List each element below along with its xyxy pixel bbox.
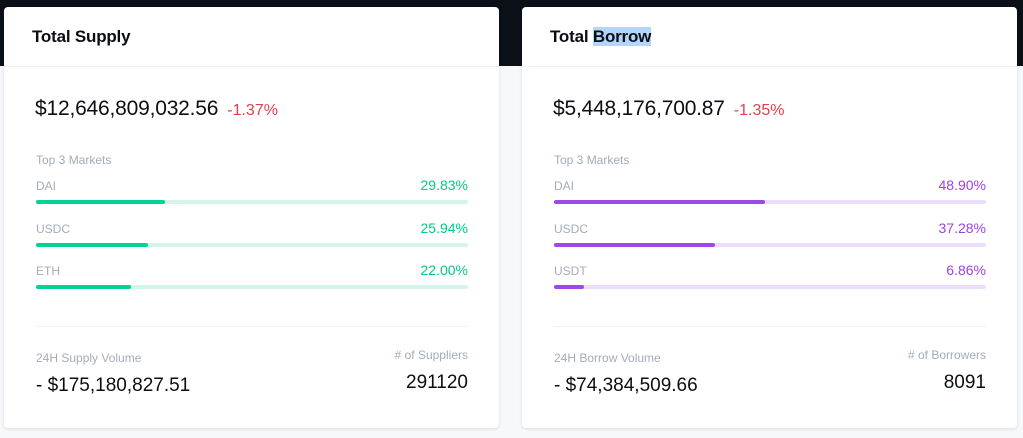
market-bar-fill [36,243,149,247]
market-percent: 29.83% [420,177,468,193]
market-bar-track [554,243,986,247]
market-bar-track [36,200,468,204]
total-supply-change: -1.37% [227,102,278,119]
market-item-dai[interactable]: DAI 48.90% [554,175,986,204]
suppliers-count-label: # of Suppliers [394,348,468,362]
card-title-selected-text: Borrow [592,26,652,46]
suppliers-count-value: 291120 [406,372,468,393]
borrowers-count-value: 8091 [943,372,986,393]
total-borrow-change: -1.35% [733,102,785,119]
card-header: Total Supply [4,7,499,67]
market-name: DAI [554,179,575,193]
market-name: USDC [554,222,589,236]
market-bar-fill [554,200,766,204]
top-markets-heading: Top 3 Markets [36,153,112,167]
volume-value: - $175,180,827.51 [36,375,191,396]
borrowers-count-label: # of Borrowers [907,348,986,362]
market-name: ETH [36,264,60,278]
total-row: $5,448,176,700.87 -1.35% [553,97,784,121]
section-divider [36,326,468,327]
volume-label: 24H Borrow Volume [554,351,661,365]
total-supply-card: Total Supply $12,646,809,032.56 -1.37% T… [4,7,499,428]
market-name: USDT [554,264,587,278]
market-bar-track [36,243,468,247]
market-percent: 6.86% [946,262,986,278]
market-bar-track [554,285,986,289]
top-markets-heading: Top 3 Markets [554,153,630,167]
total-row: $12,646,809,032.56 -1.37% [35,97,278,121]
market-item-dai[interactable]: DAI 29.83% [36,175,468,204]
total-supply-value: $12,646,809,032.56 [35,97,219,120]
card-title: Total Borrow [550,26,652,47]
market-item-usdc[interactable]: USDC 37.28% [554,218,986,247]
market-bar-track [554,200,986,204]
market-name: DAI [36,179,57,193]
market-bar-track [36,285,468,289]
volume-label: 24H Supply Volume [36,351,142,365]
market-item-usdc[interactable]: USDC 25.94% [36,218,468,247]
market-bar-fill [554,243,716,247]
market-item-usdt[interactable]: USDT 6.86% [554,260,986,289]
market-percent: 22.00% [420,262,468,278]
card-title-prefix: Total [550,26,593,46]
card-title: Total Supply [32,26,131,46]
total-borrow-value: $5,448,176,700.87 [553,97,725,120]
market-percent: 48.90% [938,177,986,193]
market-bar-fill [36,200,165,204]
market-bar-fill [554,285,584,289]
market-name: USDC [36,222,71,236]
market-percent: 25.94% [420,220,468,236]
total-borrow-card: Total Borrow $5,448,176,700.87 -1.35% To… [522,7,1017,428]
market-item-eth[interactable]: ETH 22.00% [36,260,468,289]
market-percent: 37.28% [938,220,986,236]
section-divider [554,326,986,327]
volume-value: - $74,384,509.66 [554,375,698,396]
card-header: Total Borrow [522,7,1017,67]
market-bar-fill [36,285,132,289]
